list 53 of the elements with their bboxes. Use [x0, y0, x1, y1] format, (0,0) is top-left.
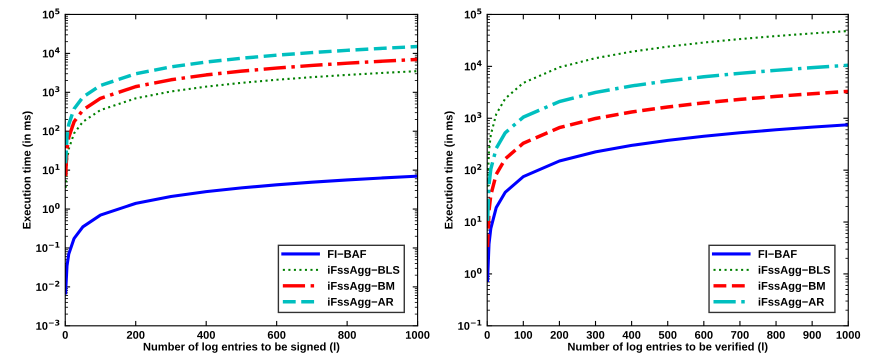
y-tick-label: 10$^{2}$: [42, 125, 60, 136]
legend-label: iFssAgg−BM: [328, 282, 394, 292]
x-tick-label: 800: [767, 330, 785, 339]
x-tick-label: 600: [694, 330, 713, 339]
legend-label: FI−BAF: [328, 250, 366, 258]
line-series: [487, 30, 848, 188]
y-tick-label: 10$^{−1}$: [36, 242, 60, 252]
x-tick-label: 1000: [836, 330, 860, 339]
legend-label: FI−BAF: [758, 250, 797, 258]
y-tick-label: 10$^{3}$: [464, 112, 482, 122]
legend-label: iFssAgg−AR: [328, 298, 394, 308]
x-tick-label: 0: [62, 330, 68, 339]
x-axis-title: Number of log entries to be verified (l): [568, 342, 768, 353]
y-tick-label: 10$^{1}$: [42, 164, 60, 174]
x-tick-label: 200: [550, 330, 568, 339]
legend-label: iFssAgg−AR: [758, 298, 824, 308]
x-tick-label: 700: [731, 330, 749, 339]
y-tick-label: 10$^{2}$: [464, 164, 482, 174]
y-tick-label: 10$^{−3}$: [36, 320, 60, 330]
x-tick-label: 300: [586, 330, 604, 339]
legend-label: iFssAgg−BLS: [328, 266, 400, 276]
line-series: [65, 70, 418, 189]
y-axis-title: Execution time (in ms): [22, 111, 33, 229]
line-series: [65, 44, 418, 166]
legend-label: iFssAgg−BLS: [758, 266, 830, 276]
y-tick-label: 10$^{4}$: [42, 47, 60, 58]
x-tick-label: 500: [658, 330, 677, 339]
legend-label: iFssAgg−BM: [758, 282, 825, 292]
line-series: [487, 123, 848, 282]
line-series: [65, 58, 418, 178]
y-tick-label: 10$^{5}$: [42, 8, 60, 19]
x-tick-label: 600: [268, 330, 286, 339]
y-axis-title: Execution time (in ms): [444, 111, 455, 229]
line-series: [65, 174, 418, 294]
y-tick-label: 10$^{4}$: [464, 60, 482, 70]
x-axis-title: Number of log entries to be signed (l): [144, 342, 340, 353]
x-tick-label: 200: [126, 330, 145, 339]
x-tick-label: 900: [803, 330, 821, 339]
y-tick-label: 10$^{1}$: [464, 216, 482, 226]
y-tick-label: 10$^{−1}$: [458, 320, 482, 330]
line-series: [487, 64, 848, 223]
x-tick-label: 0: [484, 330, 490, 339]
x-tick-label: 800: [338, 330, 356, 339]
x-tick-label: 1000: [406, 330, 430, 339]
x-tick-label: 400: [197, 330, 216, 339]
y-tick-label: 10$^{0}$: [42, 202, 60, 214]
line-series: [487, 90, 848, 249]
y-tick-label: 10$^{3}$: [42, 86, 60, 96]
y-tick-label: 10$^{−2}$: [36, 280, 60, 291]
x-tick-label: 100: [514, 330, 532, 339]
y-tick-label: 10$^{5}$: [464, 8, 482, 19]
x-tick-label: 400: [622, 330, 640, 339]
y-tick-label: 10$^{0}$: [464, 268, 482, 278]
